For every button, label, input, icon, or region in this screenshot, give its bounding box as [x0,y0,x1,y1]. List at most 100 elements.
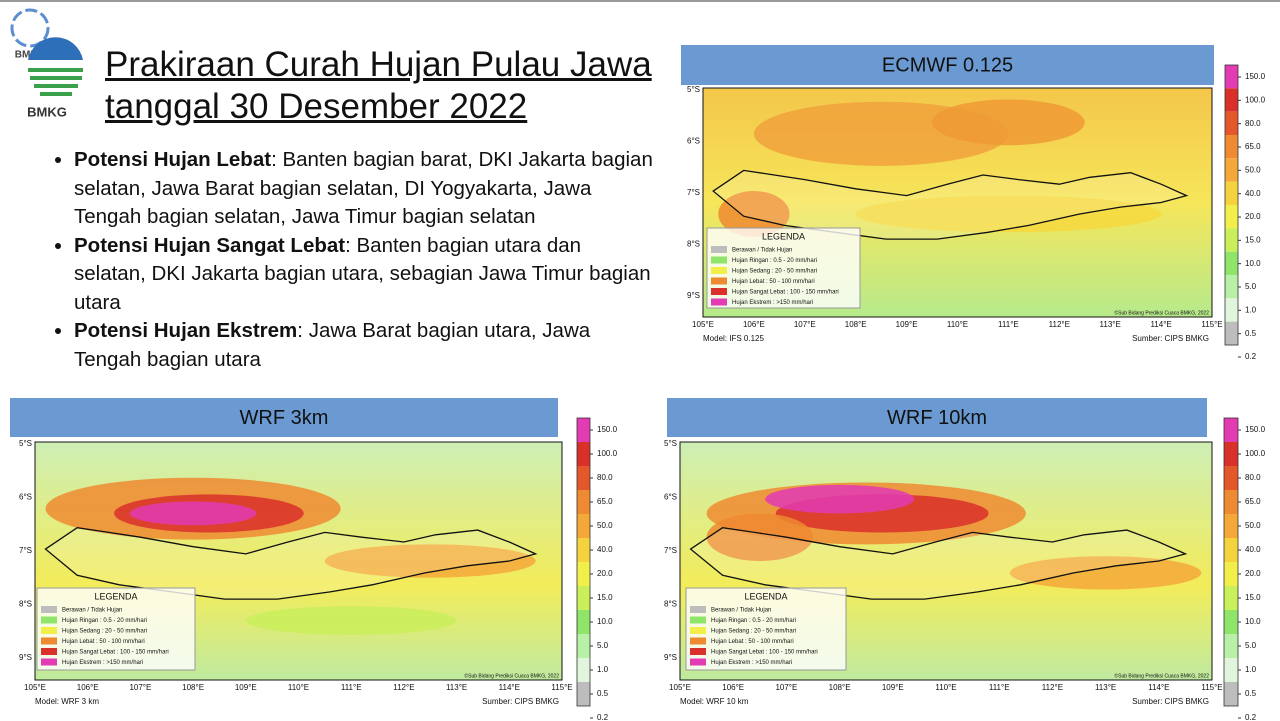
title-line: tanggal 30 Desember 2022 [105,87,528,126]
colorbar-label: 0.5 [1245,329,1257,338]
colorbar-frame [1223,417,1239,707]
legend-swatch [41,606,57,613]
legend-swatch [711,246,727,253]
legend-label: Hujan Sedang : 20 - 50 mm/hari [62,629,147,635]
lon-label: 111°E [998,320,1019,329]
colorbar-label: 80.0 [597,473,613,482]
colorbar-label: 50.0 [1245,165,1261,174]
logo: BMKG [27,37,83,119]
map-title: ECMWF 0.125 [882,54,1013,76]
model-label: Model: WRF 10 km [680,697,749,706]
colorbar-label: 20.0 [1245,212,1261,221]
colorbar-label: 5.0 [1245,641,1257,650]
legend-swatch [41,616,57,624]
lon-label: 106°E [722,683,744,692]
bullet-label: Potensi Hujan Sangat Lebat [74,233,346,257]
rain-area [706,513,813,561]
colorbar-label: 50.0 [1245,521,1261,530]
map-panel: WRF 10km 5°S 6°S 7°S 8°S 9°S 105°E 106°E 107°E 10… [664,398,1266,721]
bullet: Potensi Hujan Ekstrem: Jawa Barat bagian… [74,317,654,374]
colorbar-label: 100.0 [597,449,618,458]
colorbar-segment [1225,181,1238,205]
bullet-label: Potensi Hujan Lebat [74,148,272,171]
bullet-text: : Jawa Barat bagian utara, Jawa Tengah b… [74,319,591,371]
lat-label: 7°S [664,546,677,555]
lon-label: 109°E [882,683,904,692]
legend-swatch [690,658,706,666]
lat-label: 6°S [664,493,677,502]
colorbar-label: 0.2 [1245,713,1257,721]
legend-label: Hujan Ringan : 0.5 - 20 mm/hari [62,618,147,624]
colorbar-frame [576,417,591,707]
colorbar-label: 10.0 [597,617,613,626]
colorbar-segment [577,682,590,706]
colorbar-label: 65.0 [1245,497,1261,506]
colorbar-segment [1224,586,1238,610]
lat-label: 5°S [687,85,700,94]
lon-label: 109°E [896,320,918,329]
colorbar-segment [1224,610,1238,634]
colorbar-segment [577,442,590,466]
colorbar-segment [577,562,590,586]
colorbar-segment [1225,65,1238,89]
lat-label: 7°S [19,546,32,555]
lat-label: 9°S [19,653,32,662]
map-panel: ECMWF 0.125 5°S 6°S 7°S 8°S 9°S 105°E 106°E 107°… [681,45,1266,361]
lon-label: 112°E [393,683,414,692]
lon-label: 114°E [1150,320,1171,329]
java-island [712,169,1189,240]
legend-swatch [690,606,706,613]
map-frame [34,441,563,681]
legend-swatch [41,648,57,655]
lon-label: 107°E [794,320,816,329]
colorbar-label: 5.0 [1245,282,1257,291]
colorbar-label: 15.0 [1245,235,1261,244]
lon-label: 108°E [182,683,204,692]
lon-label: 106°E [77,683,99,692]
credit-label: ©Sub Bidang Prediksi Cuaca BMKG, 2022 [1114,672,1209,679]
lon-label: 108°E [845,320,867,329]
colorbar-label: 10.0 [1245,259,1261,268]
map-frame [679,441,1213,681]
colorbar-segment [1224,514,1238,538]
lon-label: 111°E [989,683,1010,692]
colorbar-label: 65.0 [1245,142,1261,151]
map-title: WRF 10km [887,407,987,429]
colorbar-segment [1224,490,1238,514]
colorbar-segment [577,514,590,538]
bullet-label: Potensi Hujan Ekstrem [74,319,298,342]
colorbar-segment [1224,538,1238,562]
lon-label: 111°E [341,683,362,692]
source-label: Sumber: CIPS BMKG [1132,334,1209,343]
lon-label: 115°E [551,683,572,692]
legend-title: LEGENDA [762,231,805,241]
legend-label: Hujan Ringan : 0.5 - 20 mm/hari [711,618,796,624]
colorbar-segment [577,490,590,514]
legend-swatch [690,648,706,655]
colorbar-label: 1.0 [1245,305,1257,314]
legend-label: Hujan Sedang : 20 - 50 mm/hari [732,269,817,275]
colorbar-label: 50.0 [597,521,613,530]
colorbar-label: 20.0 [1245,569,1261,578]
lon-label: 115°E [1201,683,1222,692]
colorbar-segment [1225,321,1238,345]
lon-label: 113°E [446,683,467,692]
lat-label: 8°S [687,239,700,248]
legend-label: Hujan Sangat Lebat : 100 - 150 mm/hari [732,290,839,296]
lat-label: 8°S [19,600,32,609]
legend-box [685,587,847,671]
legend-title: LEGENDA [744,591,787,601]
colorbar-segment [1224,466,1238,490]
legend-label: Hujan Sangat Lebat : 100 - 150 mm/hari [62,650,169,656]
legend-label: Hujan Ekstrem : >150 mm/hari [711,660,792,666]
model-label: Model: IFS 0.125 [703,334,764,343]
colorbar-segment [1225,298,1238,322]
colorbar-label: 1.0 [1245,665,1257,674]
colorbar-frame [1224,64,1239,346]
credit-label: ©Sub Bidang Prediksi Cuaca BMKG, 2022 [464,672,559,679]
java-island [44,527,538,600]
rain-area [129,501,257,526]
legend-swatch [711,267,727,274]
colorbar-label: 100.0 [1245,95,1266,104]
